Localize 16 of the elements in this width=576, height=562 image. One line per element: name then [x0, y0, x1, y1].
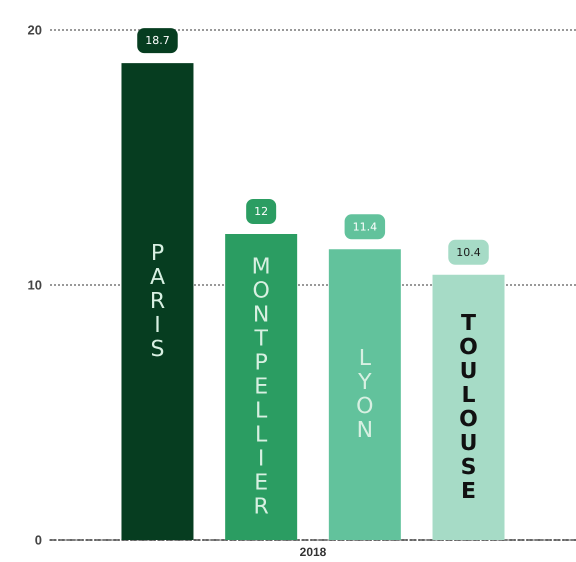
data-label: 10.4 — [456, 246, 481, 259]
bar — [328, 249, 401, 540]
y-tick-label: 0 — [34, 532, 42, 548]
series-label: LYON — [356, 346, 374, 444]
text: MONTPELLIER — [252, 254, 271, 520]
x-tick-label: 2018 — [300, 545, 327, 559]
y-tick-label: 10 — [28, 278, 42, 292]
bar — [225, 234, 298, 540]
data-label: 12 — [254, 205, 268, 218]
bar — [121, 63, 194, 540]
y-tick-label: 20 — [28, 22, 42, 38]
bar — [432, 274, 505, 540]
data-label: 11.4 — [352, 220, 378, 234]
data-label: 18.7 — [145, 34, 170, 48]
series-label: TOULOUSE — [459, 310, 478, 504]
series-label: PARIS — [150, 241, 166, 362]
